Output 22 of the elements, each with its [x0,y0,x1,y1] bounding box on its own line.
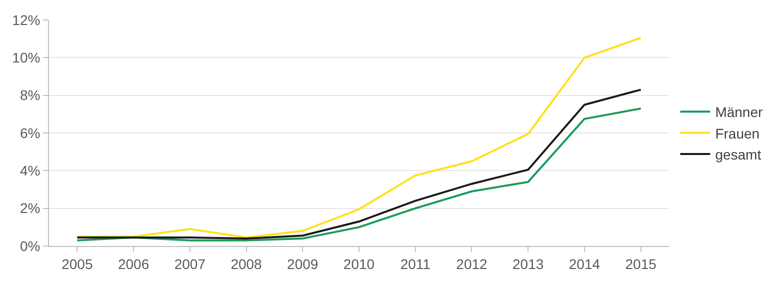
legend-label: Männer [715,104,764,120]
y-tick-label: 12% [12,12,40,28]
x-tick-label: 2011 [400,256,431,272]
legend-label: Frauen [715,125,760,142]
x-tick-label: 2007 [174,256,206,272]
y-tick-label: 0% [20,238,40,254]
x-tick-label: 2014 [568,256,600,272]
x-tick-label: 2008 [230,256,262,272]
x-tick-label: 2009 [287,256,318,272]
x-tick-label: 2005 [62,256,93,272]
line-series [76,36,642,239]
y-tick-label: 4% [20,162,40,179]
legend-label: gesamt [715,146,762,162]
x-tick-label: 2015 [625,256,657,272]
x-tick-label: 2006 [118,256,150,272]
y-tick-label: 8% [20,87,40,104]
x-tick-label: 2010 [343,256,375,272]
y-tick-label: 2% [20,200,40,216]
y-tick-label: 10% [12,50,40,66]
x-tick-label: 2012 [456,256,488,272]
y-tick-label: 6% [20,124,40,141]
x-tick-label: 2013 [512,256,544,272]
